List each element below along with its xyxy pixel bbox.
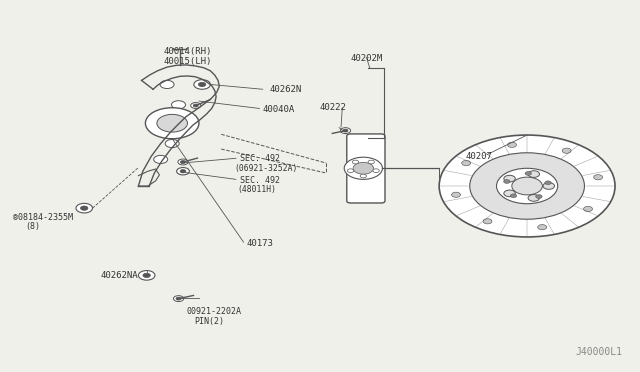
Circle shape [176,297,181,300]
Text: ®08184-2355M: ®08184-2355M [13,213,73,222]
Circle shape [198,82,206,87]
Text: (06921-3252A): (06921-3252A) [234,164,298,173]
Circle shape [154,155,168,163]
Text: 40015(LH): 40015(LH) [164,57,212,66]
Circle shape [145,108,199,139]
Circle shape [525,171,531,175]
Circle shape [439,135,615,237]
Circle shape [81,206,88,210]
Circle shape [545,181,551,185]
Text: 40040A: 40040A [262,105,295,114]
Circle shape [528,171,540,177]
Circle shape [194,80,211,89]
Circle shape [353,162,374,174]
Circle shape [143,273,150,278]
Text: 00921-2202A: 00921-2202A [186,307,241,316]
Circle shape [173,296,184,302]
FancyBboxPatch shape [347,134,385,203]
Circle shape [193,104,198,107]
Text: 40207: 40207 [465,152,492,161]
Circle shape [508,142,516,147]
Circle shape [352,160,358,164]
Circle shape [538,225,547,230]
Circle shape [584,206,593,212]
Text: SEC. 492: SEC. 492 [241,154,280,163]
Circle shape [368,160,374,164]
Text: PIN(2): PIN(2) [194,317,224,326]
Text: SEC. 492: SEC. 492 [241,176,280,185]
Text: 40202M: 40202M [351,54,383,63]
Circle shape [340,128,351,134]
Circle shape [504,175,515,182]
Circle shape [344,157,383,179]
Circle shape [177,167,189,175]
Circle shape [176,123,190,131]
Circle shape [504,190,515,197]
Circle shape [348,169,354,173]
Circle shape [178,159,188,165]
Circle shape [76,203,93,213]
Circle shape [172,101,186,109]
Circle shape [543,183,554,189]
Circle shape [536,195,542,198]
Circle shape [512,177,542,195]
Circle shape [461,160,470,166]
Text: 40222: 40222 [320,103,347,112]
Circle shape [160,80,174,89]
Text: 40014(RH): 40014(RH) [164,47,212,56]
Circle shape [452,192,461,197]
Circle shape [157,114,188,132]
Circle shape [180,170,186,173]
Circle shape [497,168,557,204]
Circle shape [504,180,510,183]
Circle shape [562,148,571,153]
Circle shape [510,194,516,198]
Circle shape [138,270,155,280]
Text: J40000L1: J40000L1 [576,347,623,357]
Text: (48011H): (48011H) [237,185,276,194]
Circle shape [483,219,492,224]
Circle shape [343,129,348,132]
Circle shape [470,153,584,219]
Circle shape [165,140,179,148]
Text: 40173: 40173 [246,239,273,248]
Text: 40262N: 40262N [269,85,301,94]
Circle shape [594,175,603,180]
Circle shape [191,103,201,109]
Circle shape [373,169,380,173]
Text: 40262NA: 40262NA [100,271,138,280]
Circle shape [528,195,540,201]
Circle shape [180,161,186,163]
Text: (8): (8) [26,222,40,231]
Circle shape [360,174,367,178]
